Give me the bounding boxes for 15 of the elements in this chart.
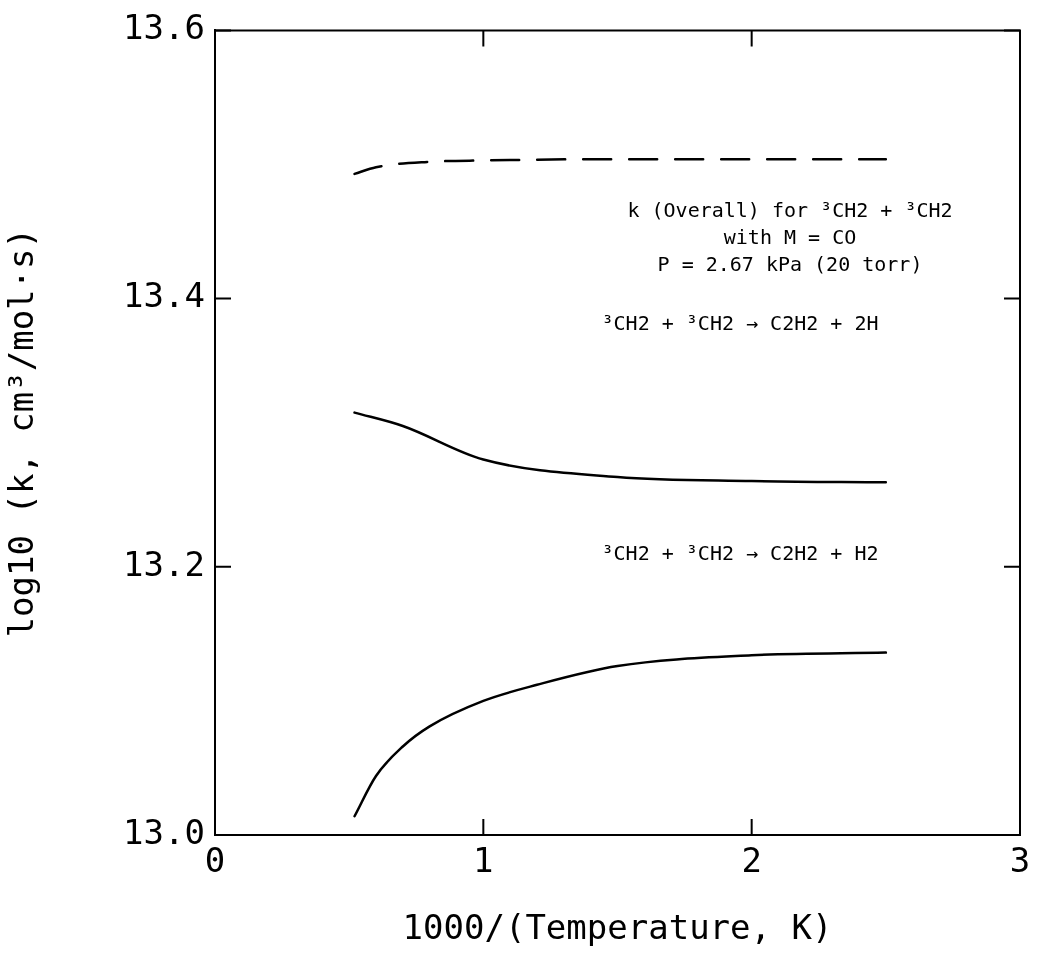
annotation: k (Overall) for ³CH2 + ³CH2 — [627, 198, 953, 223]
x-tick-label: 1 — [473, 840, 494, 881]
annotation: ³CH2 + ³CH2 → C2H2 + H2 — [601, 541, 879, 566]
x-tick-label: 2 — [741, 840, 762, 881]
annotation: ³CH2 + ³CH2 → C2H2 + 2H — [601, 311, 879, 336]
annotation: with M = CO — [723, 225, 857, 250]
y-axis-title: log10 (k, cm³/mol·s) — [1, 228, 42, 638]
x-tick-label: 0 — [204, 840, 226, 881]
y-tick-label: 13.2 — [123, 543, 205, 584]
x-tick-label: 3 — [1009, 840, 1031, 881]
y-tick-label: 13.0 — [123, 811, 205, 852]
annotation: P = 2.67 kPa (20 torr) — [657, 252, 923, 277]
y-tick-label: 13.4 — [123, 275, 205, 316]
y-tick-label: 13.6 — [123, 7, 205, 48]
x-axis-title: 1000/(Temperature, K) — [402, 907, 833, 948]
